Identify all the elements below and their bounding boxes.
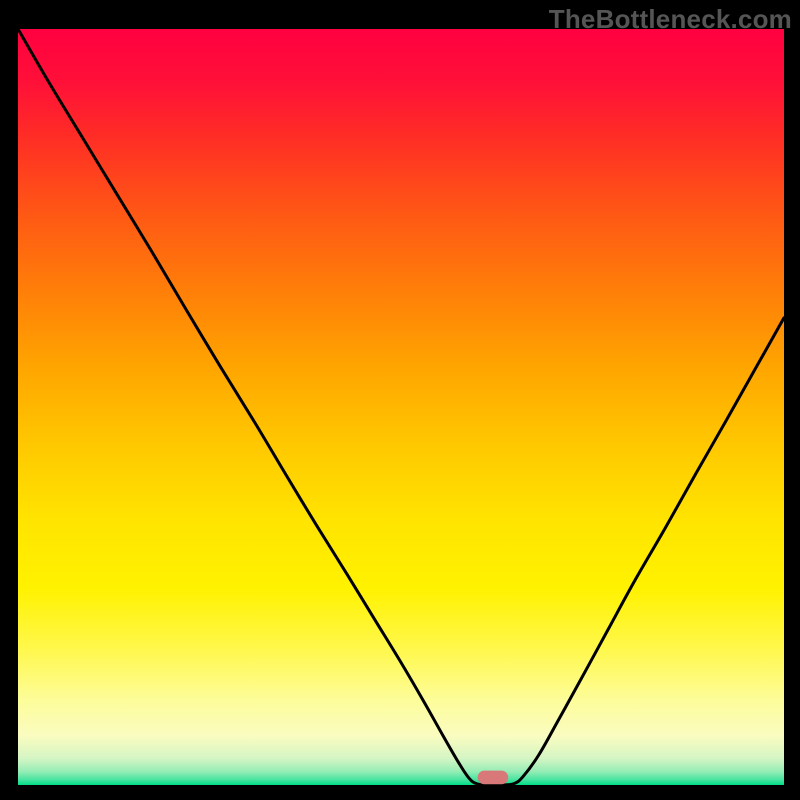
plot-area	[18, 29, 784, 785]
gradient-background	[18, 29, 784, 785]
watermark-text: TheBottleneck.com	[549, 4, 792, 35]
bottleneck-chart-svg	[18, 29, 784, 785]
optimal-marker	[478, 771, 509, 785]
chart-stage: TheBottleneck.com	[0, 0, 800, 800]
